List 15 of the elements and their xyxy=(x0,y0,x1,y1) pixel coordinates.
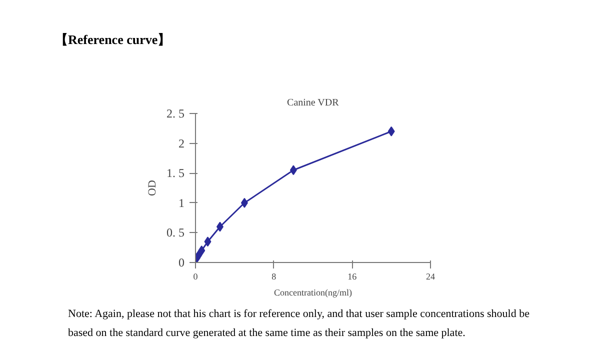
y-tick-label: 2. 5 xyxy=(166,106,184,120)
x-tick-label: 0 xyxy=(193,272,198,282)
x-tick-label: 24 xyxy=(426,272,436,282)
text: Note: Again, please not that his chart is for reference only, and that user sample concentrations should be based on the standard curve generated at the same time as their samples on the same plate. xyxy=(68,307,530,340)
y-tick-label: 1. 5 xyxy=(166,166,184,180)
y-axis-title: OD xyxy=(146,180,158,196)
y-tick-label: 0 xyxy=(178,256,184,270)
y-tick-label: 2 xyxy=(178,136,184,150)
x-tick-label: 8 xyxy=(272,272,277,282)
chart-subtitle: Canine VDR xyxy=(287,98,340,108)
y-tick-label: 1 xyxy=(178,196,184,210)
y-tick-label: 0. 5 xyxy=(166,226,184,240)
x-tick-label: 16 xyxy=(348,272,358,282)
x-axis-title: Concentration(ng/ml) xyxy=(274,288,352,298)
chart-title: 【Reference curve】 xyxy=(55,32,171,47)
